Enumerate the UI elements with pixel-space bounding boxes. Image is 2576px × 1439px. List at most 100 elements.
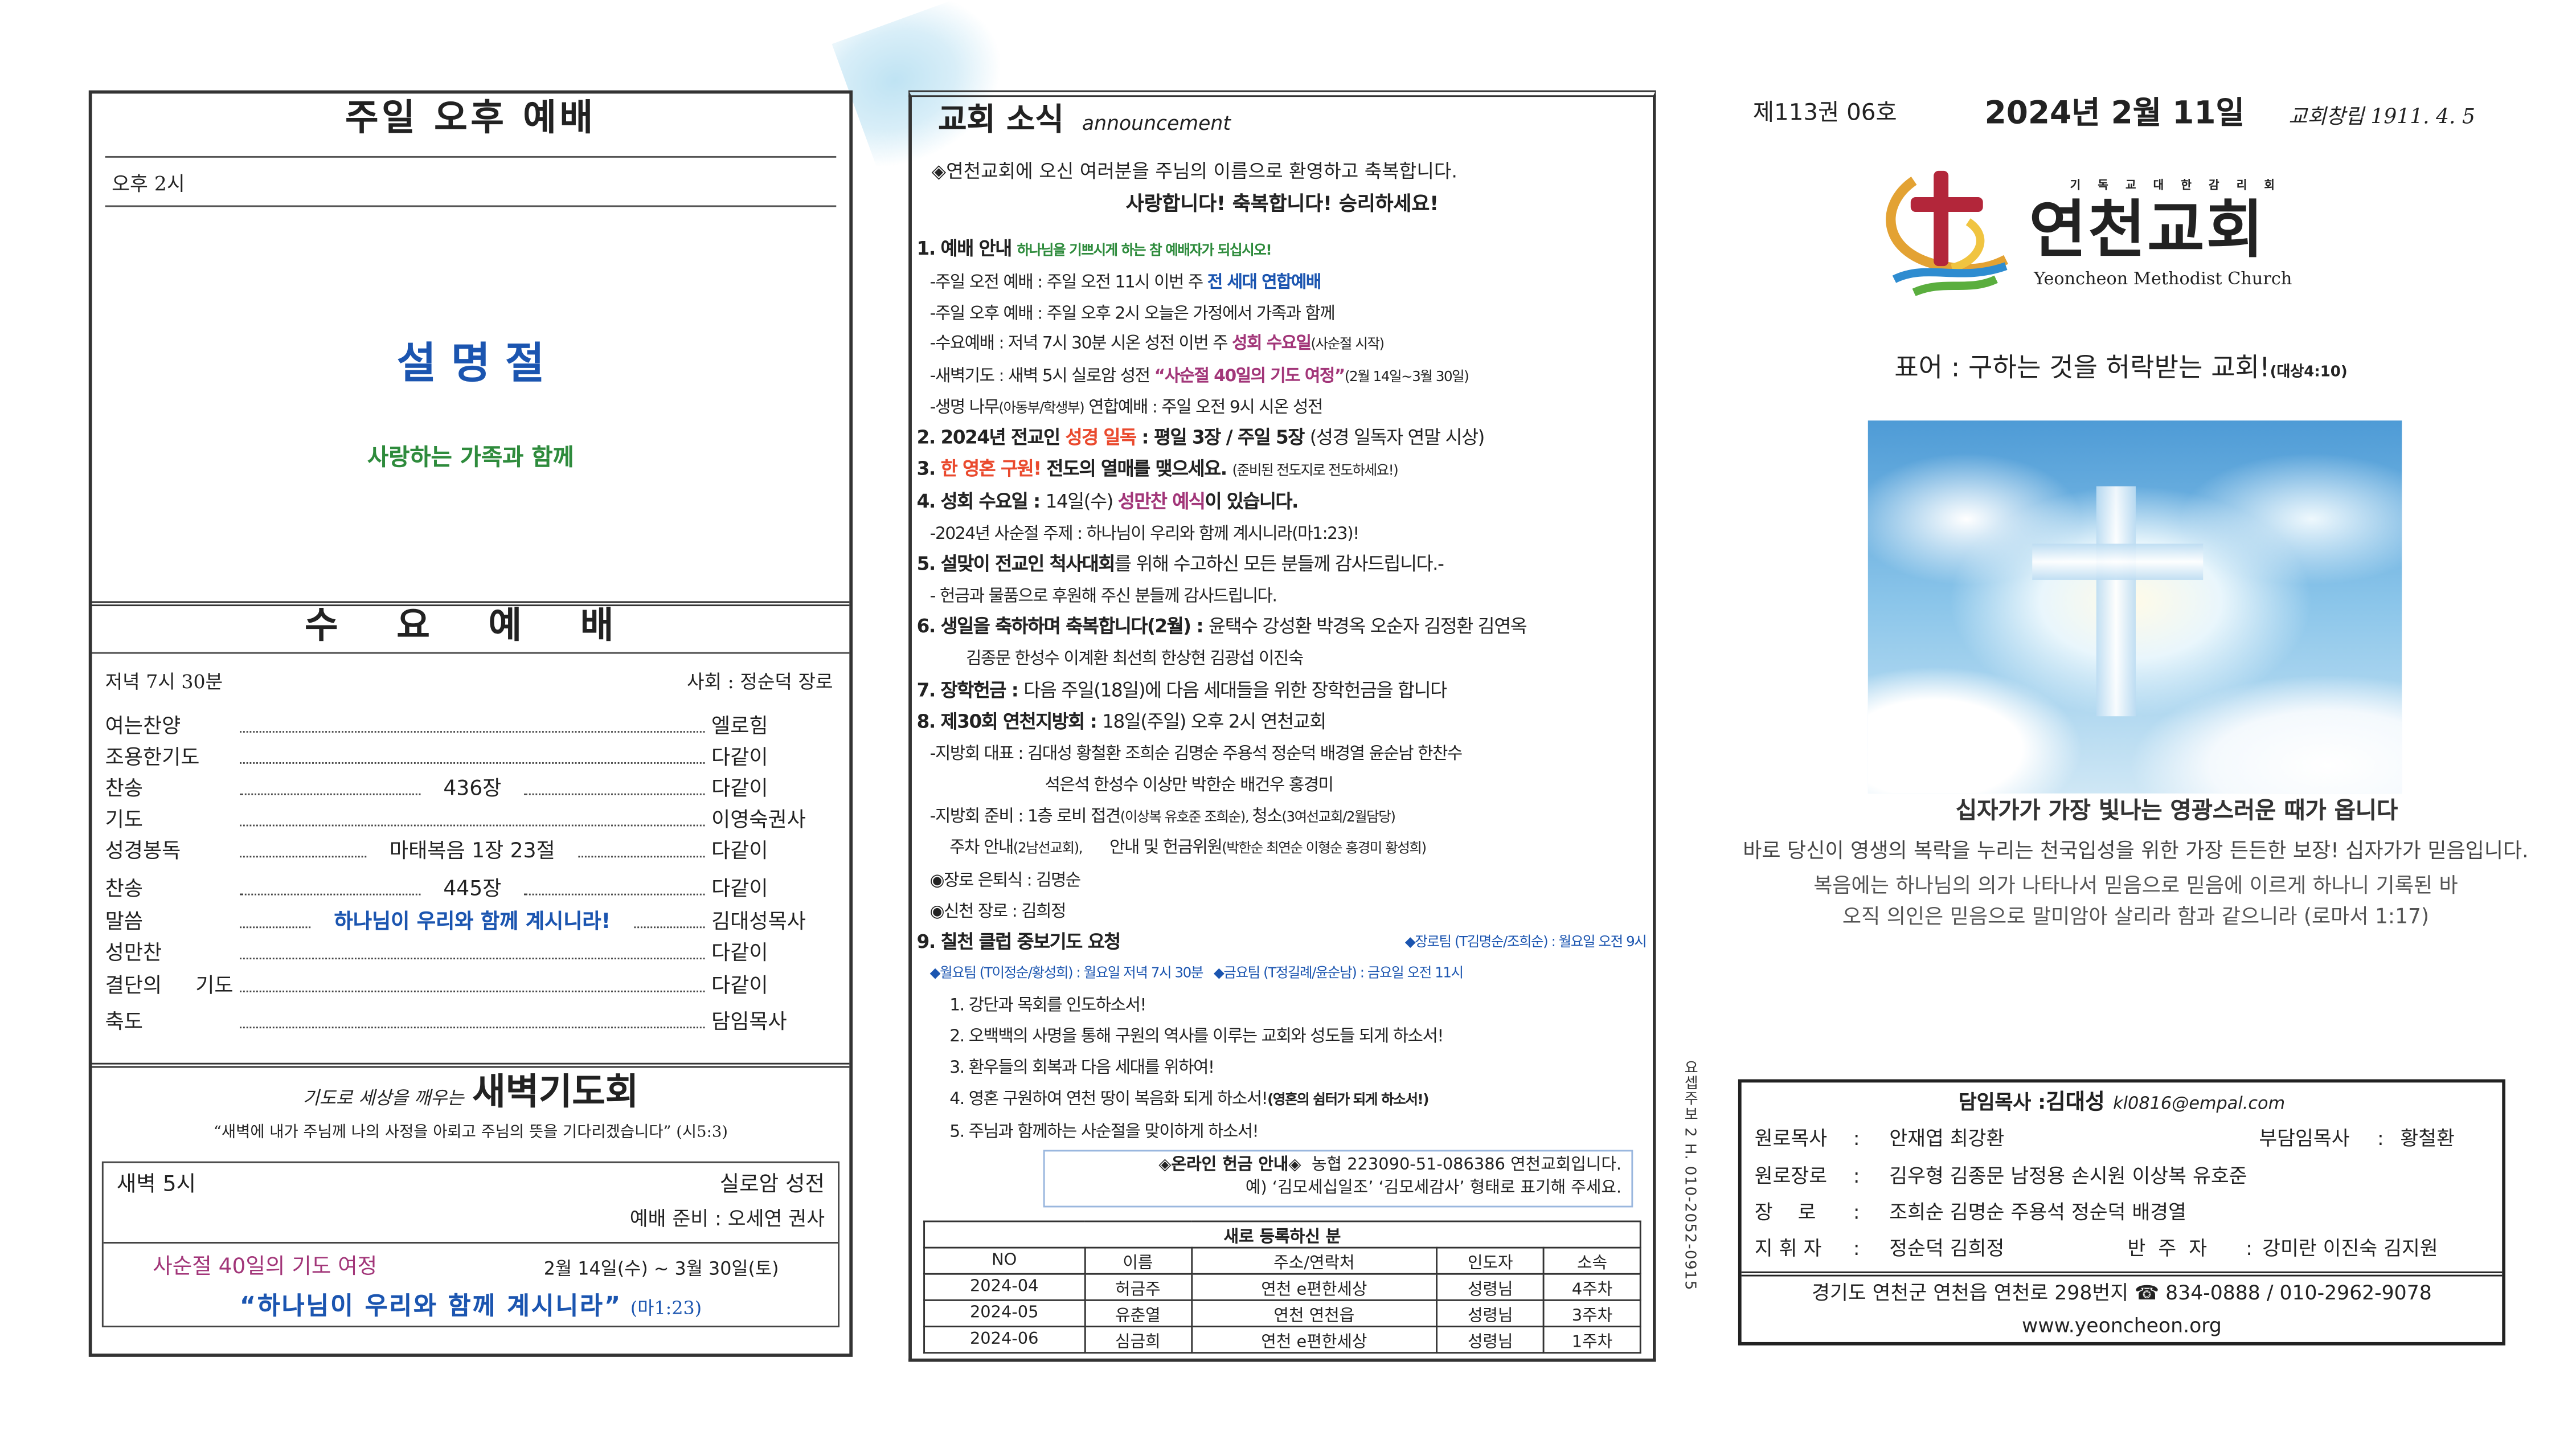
news-segment: (2월 14일~3월 30일) xyxy=(1344,369,1469,386)
order-label: 성경봉독 xyxy=(105,837,181,862)
dawn-time: 새벽 5시 xyxy=(116,1172,196,1198)
order-label: 축도 xyxy=(105,1008,144,1033)
table-cell: 허금주 xyxy=(1083,1273,1193,1301)
table-header: 주소/연락처 xyxy=(1190,1246,1438,1275)
news-segment: - 헌금과 물품으로 후원해 주신 분들께 감사드립니다. xyxy=(929,586,1277,607)
sep: : xyxy=(2246,1237,2253,1260)
order-row: 여는찬양 엘로힘 xyxy=(105,712,833,741)
senior-pastor-label: 담임목사 : xyxy=(1958,1090,2046,1114)
order-label: 여는찬양 xyxy=(105,713,181,738)
news-line-text: 6. 생일을 축하하며 축복합니다(2월) : 윤택수 강성환 박경옥 오순자 … xyxy=(917,616,1527,639)
news-title-en: announcement xyxy=(1082,112,1231,135)
news-line: 4. 영혼 구원하여 연천 땅이 복음화 되게 하소서!(영혼의 쉼터가 되게 … xyxy=(949,1084,1646,1115)
news-line-text: -2024년 사순절 주제 : 하나님이 우리와 함께 계시니라(마1:23)! xyxy=(929,522,1360,545)
emeritus-names: 안재엽 최강환 xyxy=(1889,1127,2005,1150)
senior-pastor-name: 김대성 xyxy=(2046,1090,2105,1115)
table-cell: 1주차 xyxy=(1543,1326,1641,1354)
news-line: 4. 성회 수요일 : 14일(수) 성만찬 예식이 있습니다. xyxy=(917,487,1647,518)
news-segment: ◆월요팀 (T이정순/황성희) : 월요일 저녁 7시 30분 ◆금요팀 (T정… xyxy=(929,966,1464,983)
lent-theme: “하나님이 우리와 함께 계시니라” xyxy=(239,1291,623,1321)
sep: : xyxy=(1853,1127,1860,1150)
news-segment: 8. 제30회 연천지방회 : xyxy=(916,710,1103,733)
order-leader: 다같이 xyxy=(711,972,768,998)
news-line-text: ◉신천 장로 : 김희정 xyxy=(930,900,1067,922)
cover-tagline: 바로 당신이 영생의 복락을 누리는 천국입성을 위한 가장 든든한 보장! 십… xyxy=(1743,837,2529,862)
emeritus-elders-label: 원로장로 xyxy=(1754,1164,1828,1188)
table-cell: 2024-06 xyxy=(923,1326,1086,1354)
dotted-leader xyxy=(240,761,705,763)
issue-number: 제113권 06호 xyxy=(1752,100,1897,127)
table-row: 2024-04 허금주 연천 e편한세상 성령님 4주차 xyxy=(923,1273,1641,1301)
news-segment: “사순절 40일의 기도 여정” xyxy=(1154,365,1346,386)
elders-names: 조희순 김명순 주용석 정순덕 배경열 xyxy=(1889,1200,2186,1224)
cover-verse-line1: 복음에는 하나님의 의가 나타나서 믿음으로 믿음에 이르게 하나니 기록된 바 xyxy=(1813,872,2458,897)
news-segment: 4. 성회 수요일 : xyxy=(916,490,1046,512)
news-segment: 7. 장학헌금 : xyxy=(916,679,1024,701)
news-line-text: ◉장로 은퇴식 : 김명순 xyxy=(930,868,1082,891)
news-segment: -2024년 사순절 주제 : 하나님이 우리와 함께 계시니라(마1:23)! xyxy=(929,524,1360,544)
news-segment: 5. 설맞이 전교인 척사대회 xyxy=(916,553,1116,575)
table-cell: 4주차 xyxy=(1543,1273,1641,1301)
news-line-text: 석은석 한성수 이상만 박한순 배건우 홍경미 xyxy=(1045,774,1334,796)
news-segment: : 평일 3장 / 주일 5장 xyxy=(1136,427,1310,449)
newcomers-table: 새로 등록하신 분 NO 이름 주소/연락처 인도자 소속 2024-04 허금주 연천 e… xyxy=(923,1220,1641,1354)
order-detail: 마태복음 1장 23절 xyxy=(389,837,555,862)
table-cell: 2024-04 xyxy=(923,1273,1086,1301)
table-row: 2024-06 심금희 연천 e편한세상 성령님 1주차 xyxy=(923,1326,1641,1354)
wednesday-leader: 사회 : 정순덕 장로 xyxy=(687,670,833,693)
dawn-info-box: 새벽 5시 실로암 성전 예배 준비 : 오세연 권사 사순절 40일의 기도 … xyxy=(101,1161,840,1327)
dotted-leader xyxy=(240,730,705,732)
news-segment: 성회 수요일 xyxy=(1232,334,1312,354)
news-segment: 연합예배 : 주일 오전 9시 시온 성전 xyxy=(1084,397,1323,417)
news-title: 교회 소식 xyxy=(938,101,1064,138)
news-line-text: 1. 예배 안내 하나님을 기쁘시게 하는 참 예배자가 되십시오! xyxy=(917,238,1272,263)
dawn-prefix: 기도로 세상을 깨우는 xyxy=(302,1087,464,1109)
news-line: 2. 2024년 전교인 성경 일독 : 평일 3장 / 주일 5장 (성경 일… xyxy=(917,424,1647,455)
news-line-text: -새벽기도 : 새벽 5시 실로암 성전 “사순절 40일의 기도 여정”(2월… xyxy=(930,364,1469,389)
dotted-leader xyxy=(240,792,420,795)
news-line: 5. 주님과 함께하는 사순절을 맞이하게 하소서! xyxy=(949,1116,1646,1147)
news-segment: (2남선교회), xyxy=(1013,840,1083,857)
order-row: 성만찬 다같이 xyxy=(105,938,833,968)
order-label: 기도 xyxy=(105,806,144,832)
news-line-text: ◆월요팀 (T이정순/황성희) : 월요일 저녁 7시 30분 ◆금요팀 (T정… xyxy=(929,962,1464,986)
news-segment: 9. 칠천 클럽 중보기도 요청 xyxy=(916,931,1121,952)
news-line-text: 2. 2024년 전교인 성경 일독 : 평일 3장 / 주일 5장 (성경 일… xyxy=(917,427,1485,451)
news-line-text: -지방회 준비 : 1층 로비 접견(이상복 유호준 조희순), 청소(3여선교… xyxy=(930,804,1396,829)
accomp-label: 반 주 자 xyxy=(2127,1237,2208,1260)
online-offering-account: 농협 223090-51-086386 연천교회입니다. xyxy=(1311,1156,1622,1175)
dotted-leader xyxy=(240,893,420,895)
dotted-leader xyxy=(240,990,705,992)
news-line: 6. 생일을 축하하며 축복합니다(2월) : 윤택수 강성환 박경옥 오순자 … xyxy=(917,612,1647,644)
news-segment: 6. 생일을 축하하며 축복합니다(2월) : xyxy=(916,616,1209,638)
dotted-leader xyxy=(578,855,705,857)
news-line-text: - 헌금과 물품으로 후원해 주신 분들께 감사드립니다. xyxy=(930,585,1277,608)
news-line-text: 1. 강단과 목회를 인도하소서! xyxy=(949,994,1146,1017)
table-header: 소속 xyxy=(1543,1246,1641,1275)
news-segment: 이 있습니다. xyxy=(1205,490,1299,512)
church-website[interactable]: www.yeoncheon.org xyxy=(2022,1314,2222,1338)
table-cell: 성령님 xyxy=(1436,1326,1545,1354)
sep: : xyxy=(1853,1164,1860,1188)
online-offering-box: ◈온라인 헌금 안내◈ 농협 223090-51-086386 연천교회입니다.… xyxy=(1043,1150,1633,1208)
conductor-names: 정순덕 김희정 xyxy=(1889,1237,2005,1260)
staff-box: 담임목사 : 김대성 kl0816@empal.com 원로목사: 안재엽 최강환… xyxy=(1738,1079,2506,1346)
news-line-text: 김종문 한성수 이계환 최선희 한상현 김광섭 이진숙 xyxy=(966,648,1304,671)
table-cell: 연천 e편한세상 xyxy=(1190,1273,1438,1301)
sep: : xyxy=(1853,1200,1860,1224)
news-panel: 교회 소식 announcement ◈연천교회에 오신 여러분을 주님의 이름… xyxy=(908,90,1656,1362)
order-leader: 이영숙권사 xyxy=(711,806,806,832)
order-row: 결단의 기도 다같이 xyxy=(105,971,833,1000)
news-line-text: 5. 설맞이 전교인 척사대회를 위해 수고하신 모든 분들께 감사드립니다.- xyxy=(917,554,1444,577)
news-line-text: 5. 주님과 함께하는 사순절을 맞이하게 하소서! xyxy=(949,1120,1259,1143)
order-row: 기도 이영숙권사 xyxy=(105,805,833,835)
news-line-text: 4. 성회 수요일 : 14일(수) 성만찬 예식이 있습니다. xyxy=(916,490,1299,513)
church-logo: 기 독 교 대 한 감 리 회 연천교회 Yeoncheon Methodist… xyxy=(1878,164,2370,299)
emeritus-elders-names: 김우형 김종문 남정용 손시원 이상복 유호준 xyxy=(1889,1164,2247,1188)
senior-pastor-email: kl0816@empal.com xyxy=(2113,1094,2286,1114)
news-segment: 18일(주일) 오후 2시 연천교회 xyxy=(1102,710,1326,733)
news-segment: -주일 오후 예배 : 주일 오후 2시 오늘은 가정에서 가족과 함께 xyxy=(929,303,1336,324)
emeritus-label: 원로목사 xyxy=(1754,1127,1828,1150)
news-segment: -생명 나무 xyxy=(929,397,1000,417)
table-row: 2024-05 유춘열 연천 연천읍 성령님 3주차 xyxy=(923,1299,1641,1327)
